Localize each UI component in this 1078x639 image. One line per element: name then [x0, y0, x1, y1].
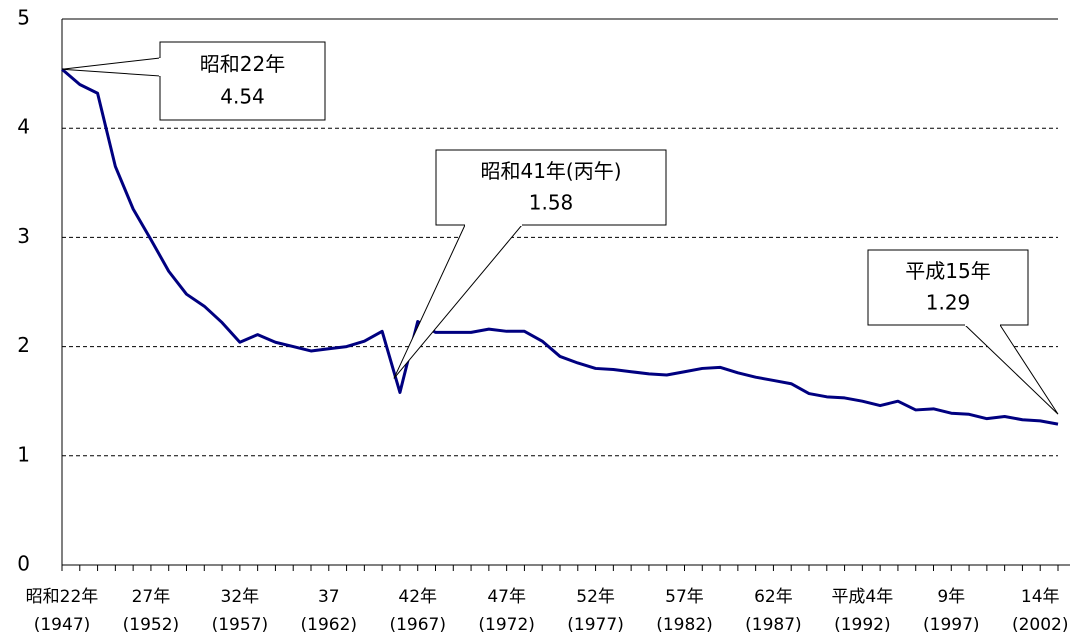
x-tick-year: (1957): [212, 615, 269, 635]
x-tick-year: (1987): [745, 615, 802, 635]
annotation-value: 1.58: [529, 191, 574, 215]
x-tick-year: (1972): [478, 615, 535, 635]
y-tick-label: 2: [17, 333, 30, 357]
x-tick-year: (1982): [656, 615, 713, 635]
x-tick-label: 平成4年: [831, 587, 893, 607]
x-tick-year: (1992): [834, 615, 891, 635]
x-tick-year: (1947): [34, 615, 91, 635]
x-tick-year: (1962): [301, 615, 358, 635]
annotation-value: 4.54: [220, 85, 265, 109]
annotation-label: 平成15年: [905, 259, 990, 283]
x-tick-year: (2002): [1012, 615, 1069, 635]
annotation-value: 1.29: [926, 291, 971, 315]
x-tick-label: 37: [318, 587, 340, 607]
y-tick-label: 3: [17, 224, 30, 248]
x-tick-label: 27年: [132, 587, 171, 607]
callout-pointer: [393, 224, 524, 379]
x-tick-label: 57年: [665, 587, 704, 607]
x-tick-label: 32年: [221, 587, 260, 607]
callout-box: [159, 41, 326, 121]
x-tick-label: 42年: [398, 587, 437, 607]
x-tick-label: 47年: [487, 587, 526, 607]
x-tick-label: 52年: [576, 587, 615, 607]
series-line: [61, 68, 1059, 426]
x-tick-label: 9年: [937, 587, 965, 607]
y-tick-label: 5: [17, 6, 30, 30]
callout-pointer: [61, 57, 161, 77]
callout-box: [867, 249, 1029, 326]
x-tick-label: 14年: [1021, 587, 1060, 607]
x-tick-year: (1967): [389, 615, 446, 635]
callout-box: [435, 149, 667, 226]
x-tick-year: (1977): [567, 615, 624, 635]
x-tick-label: 62年: [754, 587, 793, 607]
annotation-label: 昭和41年(丙午): [480, 159, 621, 183]
x-tick-year: (1952): [123, 615, 180, 635]
annotation-label: 昭和22年: [200, 52, 285, 76]
y-tick-label: 0: [17, 552, 30, 576]
y-tick-label: 4: [17, 115, 30, 139]
x-tick-label: 昭和22年: [26, 587, 99, 607]
y-tick-label: 1: [17, 442, 30, 466]
x-tick-year: (1997): [923, 615, 980, 635]
callout-pointer: [963, 324, 1059, 415]
